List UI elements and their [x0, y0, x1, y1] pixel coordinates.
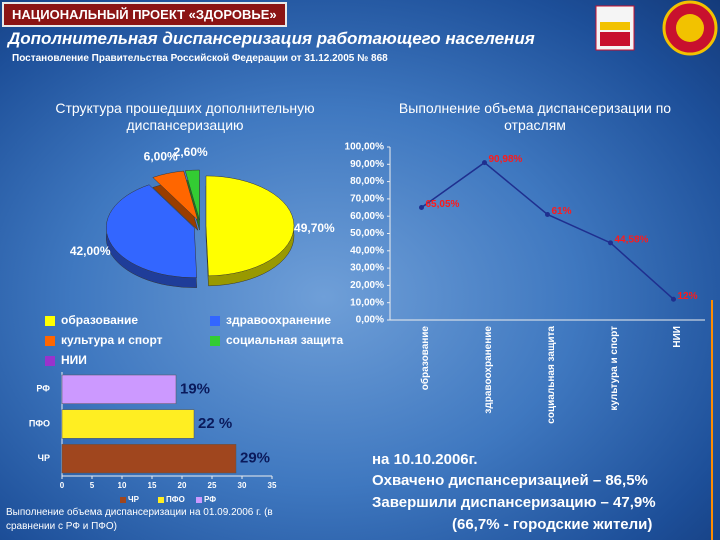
legend-label: НИИ — [61, 353, 87, 367]
note: (66,7% - городские жители) — [452, 516, 653, 533]
legend-label: ПФО — [166, 495, 185, 504]
x-tick-label: социальная защита — [546, 326, 557, 424]
value-label: 12% — [678, 291, 698, 302]
y-tick-label: ПФО — [29, 418, 50, 428]
slice — [184, 169, 200, 221]
slice-label: 49,70% — [294, 221, 335, 235]
legend-swatch — [158, 497, 164, 503]
legend-swatch — [45, 356, 55, 366]
slide-title: Дополнительная диспансеризация работающе… — [8, 29, 535, 48]
y-tick-label: ЧР — [38, 453, 50, 463]
bar-title: Выполнение объема диспансеризации на 01.… — [6, 507, 273, 532]
y-tick-label: РФ — [36, 384, 50, 394]
legend-label: культура и спорт — [61, 333, 163, 347]
x-tick-label: 10 — [118, 481, 127, 490]
x-tick-label: 30 — [238, 481, 247, 490]
legend-label: социальная защита — [226, 333, 344, 347]
y-tick-label: 40,00% — [350, 245, 384, 256]
x-tick-label: здравоохранение — [483, 326, 494, 414]
legend-swatch — [210, 316, 220, 326]
header-tag: НАЦИОНАЛЬНЫЙ ПРОЕКТ «ЗДОРОВЬЕ» — [2, 2, 287, 27]
x-tick-label: 5 — [90, 481, 95, 490]
slide-subtitle: Постановление Правительства Российской Ф… — [12, 53, 388, 64]
point — [671, 296, 676, 302]
x-tick-label: образование — [419, 326, 431, 391]
bar — [61, 374, 177, 404]
legend-label: образование — [61, 313, 138, 327]
x-tick-label: 20 — [178, 481, 187, 490]
y-tick-label: 20,00% — [350, 280, 384, 291]
emblem — [595, 0, 718, 56]
point — [419, 204, 424, 210]
y-tick-label: 50,00% — [350, 228, 384, 239]
legend-swatch — [120, 497, 126, 503]
x-tick-label: 25 — [208, 481, 217, 490]
y-tick-label: 100,00% — [345, 142, 385, 153]
x-tick-label: 15 — [148, 481, 157, 490]
y-tick-label: 0,00% — [356, 315, 384, 326]
value-label: 22 % — [198, 415, 232, 432]
point — [608, 240, 613, 246]
point — [545, 211, 550, 217]
slice-label: 42,00% — [70, 244, 111, 258]
legend-swatch — [210, 336, 220, 346]
legend-swatch — [196, 497, 202, 503]
note: Охвачено диспансеризацией – 86,5% — [372, 472, 648, 489]
legend-label: РФ — [204, 495, 216, 504]
bar — [61, 409, 195, 439]
x-tick-label: НИИ — [672, 326, 683, 348]
bar — [61, 444, 237, 474]
note: на 10.10.2006г. — [372, 451, 478, 468]
x-tick-label: 0 — [60, 481, 65, 490]
point — [482, 160, 487, 166]
y-tick-label: 60,00% — [350, 211, 384, 222]
value-label: 65,05% — [426, 199, 460, 210]
slice — [106, 184, 197, 278]
legend-label: здравоохранение — [226, 313, 331, 327]
y-tick-label: 70,00% — [350, 194, 384, 205]
x-tick-label: 35 — [268, 481, 277, 490]
slice-label: 2,60% — [174, 145, 208, 159]
value-label: 29% — [240, 450, 270, 467]
x-tick-label: культура и спорт — [609, 326, 620, 411]
line-title: Выполнение объема диспансеризации по отр… — [398, 100, 672, 133]
y-tick-label: 80,00% — [350, 176, 384, 187]
legend-swatch — [45, 336, 55, 346]
value-label: 44,58% — [615, 235, 649, 246]
slice-label: 6,00% — [144, 149, 178, 163]
y-tick-label: 90,00% — [350, 159, 384, 170]
value-label: 19% — [180, 380, 210, 397]
legend-label: ЧР — [128, 495, 140, 504]
note: Завершили диспансеризацию – 47,9% — [372, 494, 656, 511]
slice — [205, 175, 295, 277]
y-tick-label: 10,00% — [350, 297, 384, 308]
value-label: 90,98% — [489, 154, 523, 165]
pie-title: Структура прошедших дополнительную диспа… — [55, 100, 315, 133]
value-label: 61% — [552, 206, 572, 217]
legend-swatch — [45, 316, 55, 326]
line — [421, 161, 675, 300]
y-tick-label: 30,00% — [350, 263, 384, 274]
slice — [152, 170, 199, 222]
